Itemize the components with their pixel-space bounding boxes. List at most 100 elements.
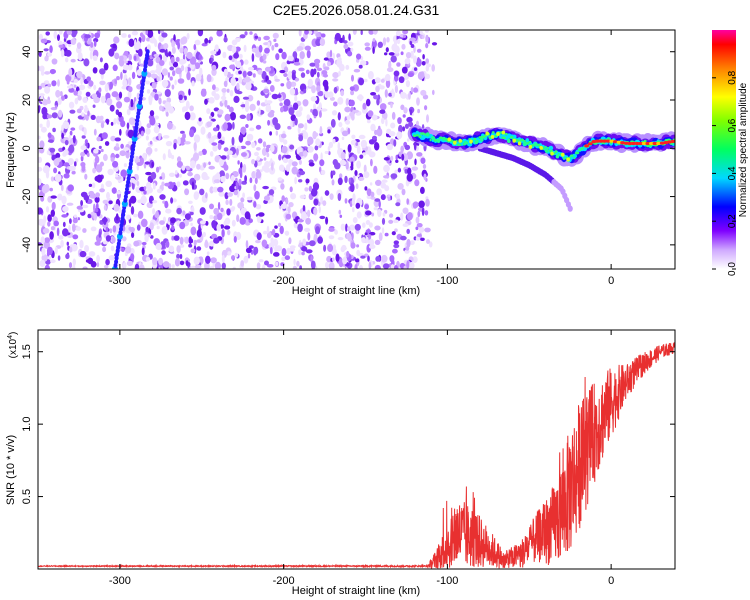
heatmap-cell	[203, 162, 207, 168]
y-tick-label: 0	[21, 145, 33, 151]
heatmap-cell	[355, 202, 361, 209]
heatmap-cell	[121, 247, 125, 252]
heatmap-cell	[50, 209, 55, 217]
heatmap-cell	[58, 147, 64, 153]
heatmap-cell	[84, 34, 91, 39]
heatmap-cell	[114, 137, 122, 142]
heatmap-cell	[310, 108, 313, 113]
heatmap-cell	[262, 185, 269, 190]
heatmap-cell	[94, 175, 101, 182]
heatmap-cell	[50, 176, 55, 182]
heatmap-cell	[171, 264, 175, 269]
heatmap-cell	[404, 144, 411, 151]
heatmap-cell	[176, 161, 183, 168]
heatmap-cell	[264, 260, 269, 266]
heatmap-trace-highlight	[447, 137, 452, 142]
heatmap-cell	[38, 166, 43, 172]
heatmap-cell	[310, 260, 316, 269]
heatmap-cell	[189, 112, 196, 121]
heatmap-cell	[246, 133, 254, 142]
heatmap-cell	[247, 94, 254, 102]
heatmap-y-axis: -40 -20 0 20 40	[21, 46, 675, 253]
heatmap-cell	[424, 105, 428, 111]
heatmap-trace-cell	[525, 138, 530, 143]
heatmap-cell	[320, 33, 326, 38]
heatmap-cell	[323, 66, 330, 71]
heatmap-cell	[150, 235, 154, 239]
heatmap-cell	[104, 141, 110, 146]
heatmap-cell	[327, 145, 331, 152]
heatmap-cell	[383, 157, 390, 161]
heatmap-cell	[149, 140, 153, 145]
heatmap-cell	[217, 142, 222, 151]
heatmap-cell	[295, 216, 298, 224]
heatmap-cell	[139, 264, 145, 269]
heatmap-peak-cell	[638, 141, 643, 146]
heatmap-cell	[370, 191, 375, 198]
heatmap-cell	[50, 226, 55, 231]
heatmap-cell	[41, 254, 48, 262]
heatmap-cell	[128, 77, 132, 86]
heatmap-cell	[341, 130, 349, 137]
heatmap-cell	[226, 208, 231, 216]
heatmap-trace-cell	[501, 136, 506, 140]
heatmap-cell	[189, 56, 197, 65]
colorbar-tick-label: 0.0	[727, 262, 738, 276]
heatmap-cell	[92, 55, 98, 61]
heatmap-cell	[231, 255, 235, 261]
heatmap-cell	[47, 139, 54, 143]
heatmap-cell	[128, 117, 136, 125]
heatmap-cell	[388, 219, 394, 224]
heatmap-cell	[406, 260, 410, 269]
heatmap-cell	[384, 73, 391, 82]
heatmap-cell	[123, 163, 127, 168]
heatmap-cell	[223, 68, 228, 77]
heatmap-cell	[256, 262, 261, 269]
heatmap-cell	[230, 111, 236, 121]
heatmap-cell	[58, 30, 63, 35]
heatmap-cell	[89, 50, 93, 60]
heatmap-cell	[229, 198, 233, 206]
heatmap-cell	[180, 65, 185, 72]
heatmap-cell	[187, 171, 193, 177]
heatmap-cell	[53, 220, 59, 227]
heatmap-cell	[380, 78, 385, 83]
heatmap-cell	[159, 220, 165, 226]
heatmap-cell	[71, 170, 76, 175]
heatmap-cell	[210, 50, 217, 55]
heatmap-cell	[141, 241, 147, 246]
heatmap-cell	[333, 86, 338, 94]
heatmap-cell	[139, 157, 144, 165]
heatmap-cell	[244, 175, 248, 183]
heatmap-cell	[301, 251, 305, 256]
heatmap-cell	[90, 261, 97, 268]
heatmap-cell	[238, 76, 243, 84]
heatmap-cell	[396, 62, 401, 67]
heatmap-cell	[339, 173, 343, 179]
heatmap-cell	[106, 191, 110, 200]
heatmap-cell	[188, 88, 191, 96]
heatmap-cell	[94, 32, 100, 39]
heatmap-cell	[162, 135, 170, 139]
heatmap-cell	[77, 51, 83, 61]
heatmap-peak-cell	[656, 141, 661, 146]
heatmap-cell	[151, 161, 154, 168]
heatmap-cell	[131, 71, 136, 80]
heatmap-cell	[41, 184, 49, 194]
heatmap-cell	[171, 235, 175, 241]
heatmap-cell	[199, 220, 206, 225]
heatmap-cell	[209, 215, 214, 220]
heatmap-cell	[116, 76, 120, 81]
heatmap-cell	[66, 241, 70, 246]
heatmap-cell	[126, 214, 131, 220]
heatmap-cell	[281, 51, 287, 60]
heatmap-cell	[111, 91, 119, 98]
heatmap-cell	[421, 61, 426, 66]
heatmap-cell	[337, 112, 341, 121]
heatmap-cell	[210, 111, 215, 118]
heatmap-cell	[51, 80, 57, 87]
heatmap-cell	[69, 165, 76, 172]
heatmap-cell	[171, 154, 175, 160]
heatmap-cell	[321, 70, 328, 76]
heatmap-cell	[133, 213, 138, 218]
